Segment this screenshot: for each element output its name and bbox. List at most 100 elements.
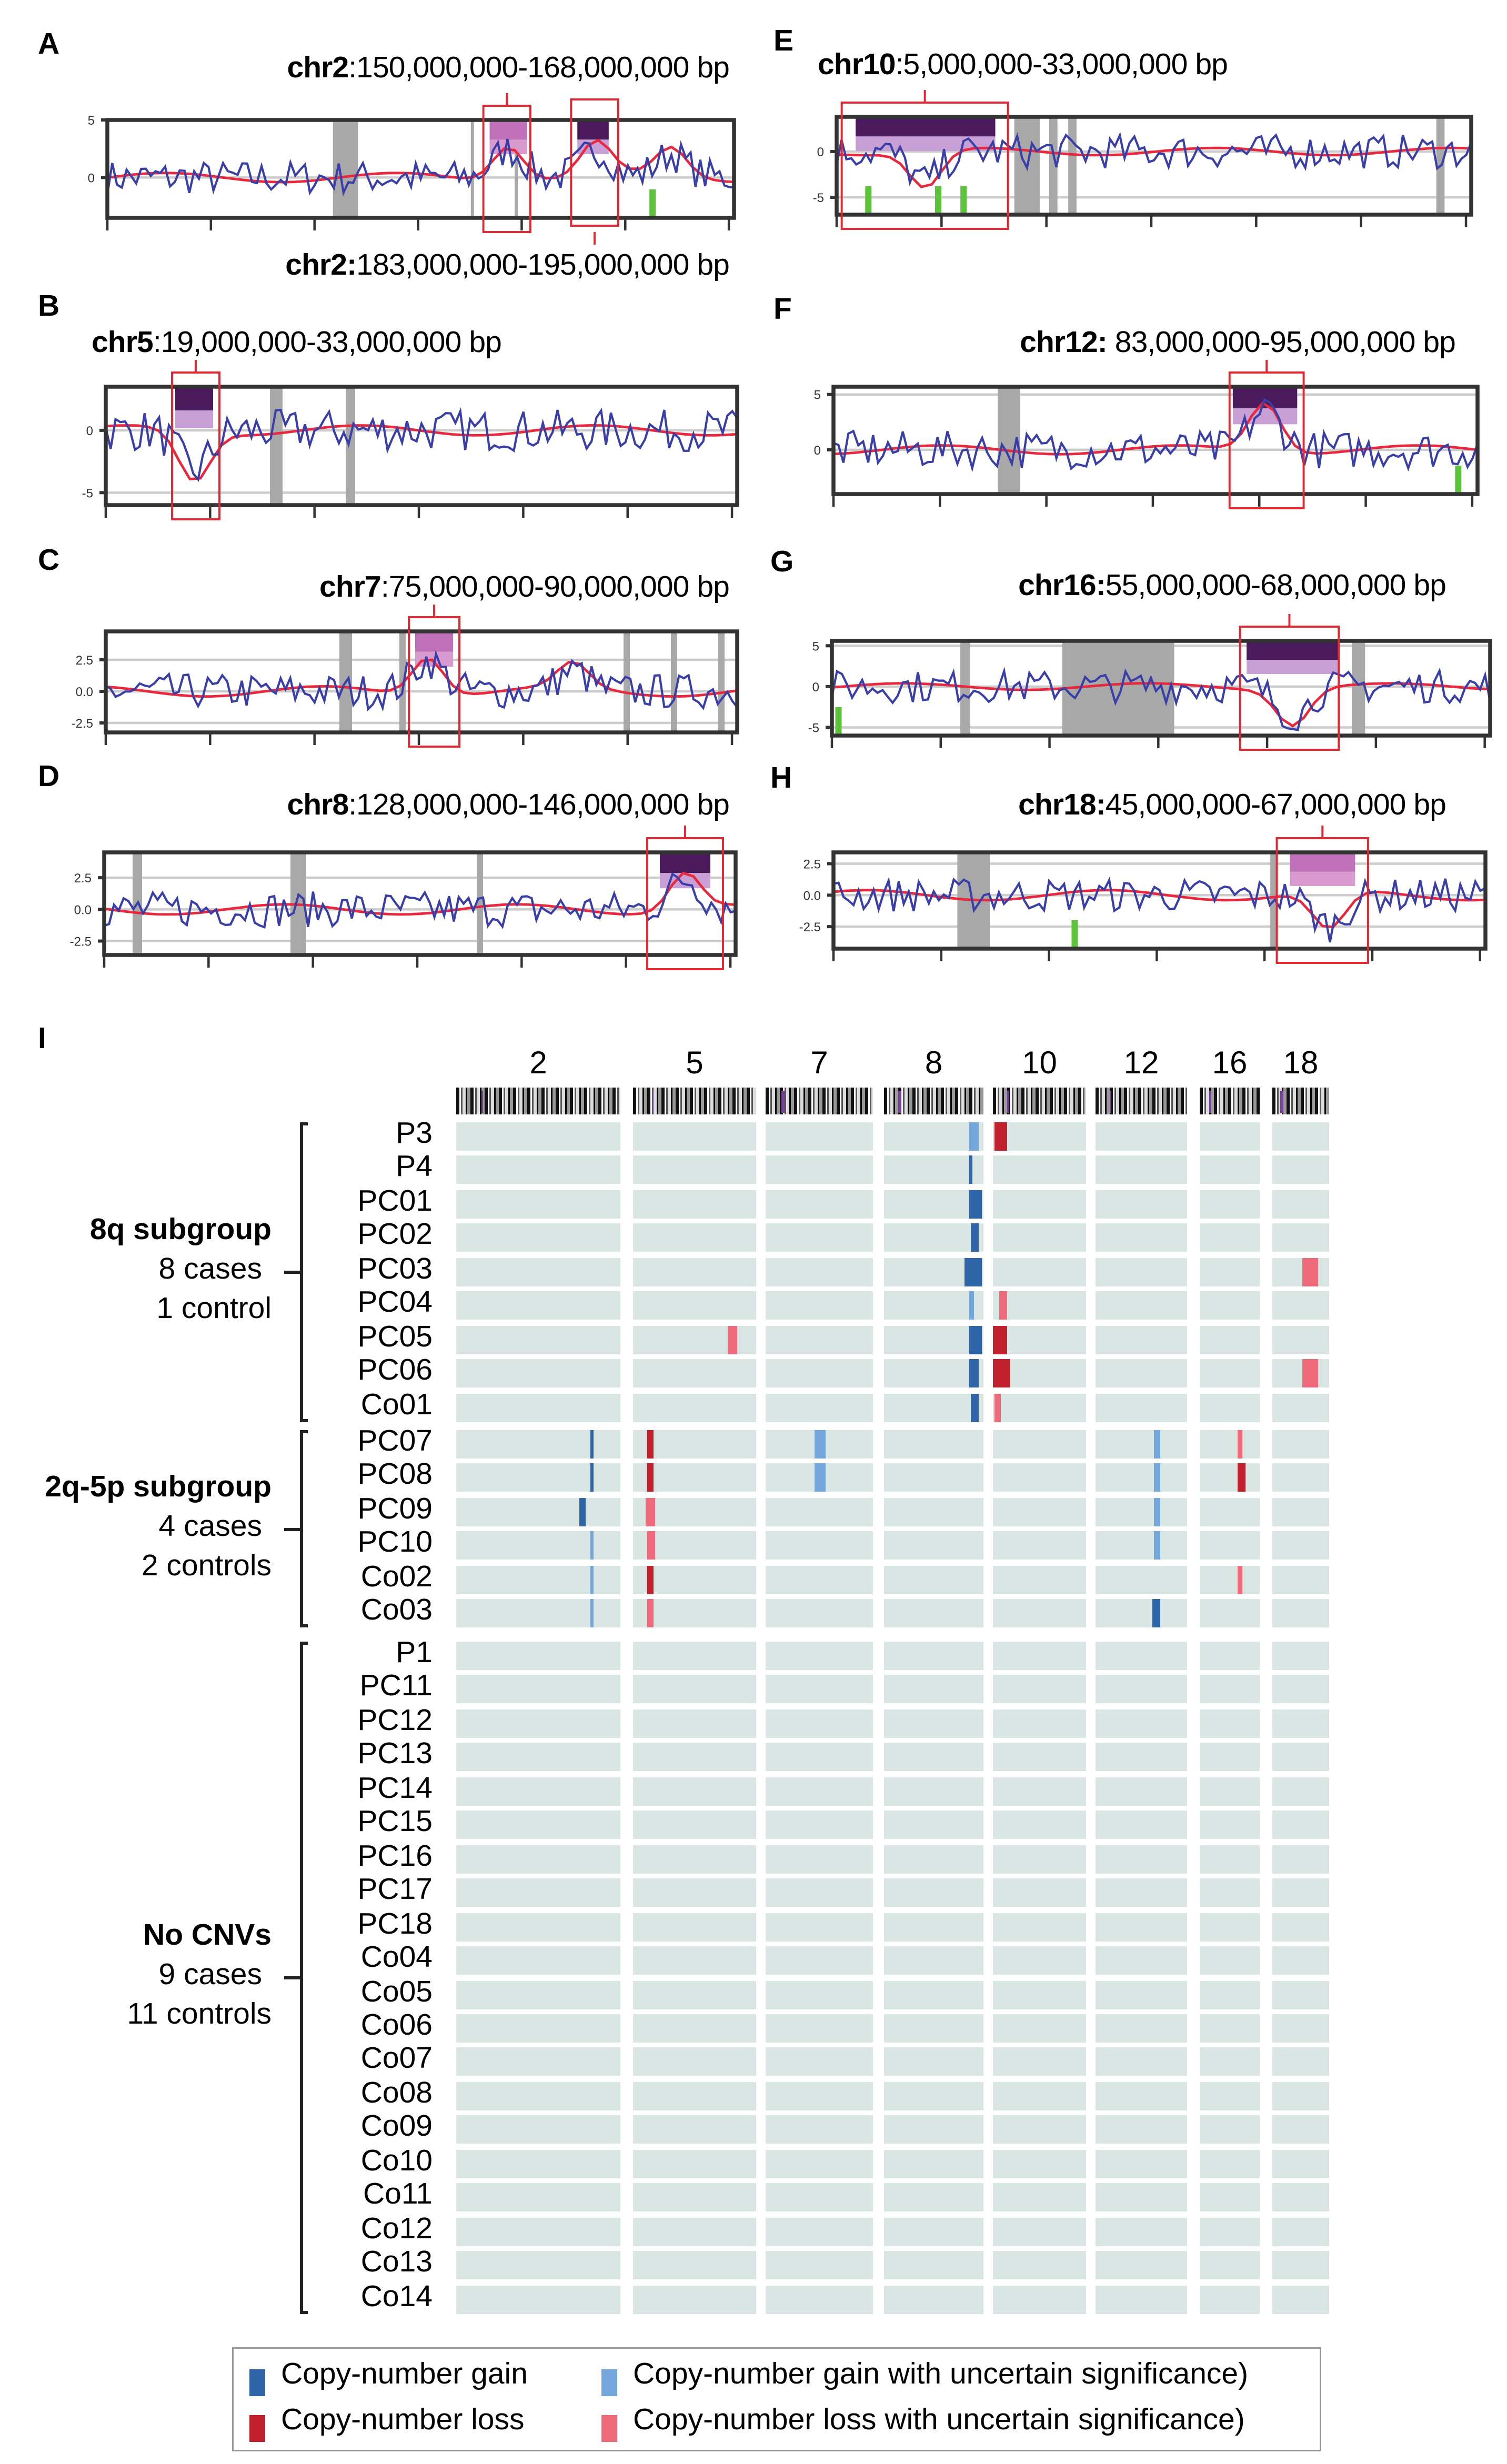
cnv-gain-mark xyxy=(579,1497,586,1526)
heatmap-cell xyxy=(766,1743,873,1772)
heatmap-cell xyxy=(1200,1777,1260,1806)
sample-label-PC15: PC15 xyxy=(357,1806,433,1839)
cnv-loss-mark xyxy=(646,1565,654,1594)
heatmap-cell xyxy=(633,2183,756,2212)
heatmap-cell xyxy=(633,1811,756,1839)
sample-label-Co10: Co10 xyxy=(360,2145,433,2178)
heatmap-cell xyxy=(1272,1565,1329,1594)
cnv-loss-mark xyxy=(646,1430,654,1459)
heatmap-cell xyxy=(1272,1912,1329,1941)
sample-label-PC02: PC02 xyxy=(357,1219,433,1253)
heatmap-cell xyxy=(1200,1224,1260,1253)
log-ratio-line xyxy=(833,876,1486,943)
cnv-loss-mark xyxy=(1237,1464,1245,1493)
cnv-gain-uncertain-mark xyxy=(590,1565,595,1594)
cnv-loss-mark xyxy=(993,1325,1008,1354)
heatmap-cell xyxy=(766,1599,873,1628)
sample-label-Co14: Co14 xyxy=(360,2280,433,2314)
heatmap-cell xyxy=(1200,1845,1260,1874)
log-ratio-line xyxy=(104,407,738,482)
sample-label-PC12: PC12 xyxy=(357,1704,433,1738)
centromere-mark xyxy=(1209,1091,1211,1113)
heatmap-cell xyxy=(884,1532,983,1561)
heatmap-cell xyxy=(456,1946,620,1975)
heatmap-cell xyxy=(456,1393,620,1422)
plot-frame xyxy=(831,385,1480,496)
heatmap-cell xyxy=(1096,1156,1187,1185)
chromosome-label-2: 2 xyxy=(529,1047,547,1081)
panel-D: 2.5 0.0 -2.5 xyxy=(70,826,738,970)
heatmap-cell xyxy=(1272,1122,1329,1151)
heatmap-cell xyxy=(1272,2251,1329,2280)
heatmap-cell xyxy=(1200,1565,1260,1594)
cnv-loss-uncertain-mark xyxy=(1237,1430,1242,1459)
green-mark xyxy=(649,189,656,218)
heatmap-cell xyxy=(993,1258,1086,1286)
heatmap-cell xyxy=(633,1845,756,1874)
heatmap-cell xyxy=(1096,1946,1187,1975)
sample-label-PC08: PC08 xyxy=(357,1459,433,1493)
heatmap-cell xyxy=(1096,1675,1187,1704)
heatmap-cell xyxy=(1096,2217,1187,2246)
heatmap-cell xyxy=(1272,1156,1329,1185)
heatmap-cell xyxy=(633,1325,756,1354)
log-ratio-line xyxy=(106,138,735,197)
heatmap-cell xyxy=(884,2081,983,2110)
heatmap-cell xyxy=(633,2217,756,2246)
cnv-gain-uncertain-mark xyxy=(969,1122,979,1151)
heatmap-cell xyxy=(993,2014,1086,2043)
heatmap-cell xyxy=(456,1291,620,1320)
title-range: 55,000,000-68,000,000 bp xyxy=(1105,570,1446,603)
heatmap-cell xyxy=(456,2115,620,2144)
heatmap-cell xyxy=(456,1532,620,1561)
group-bracket xyxy=(300,1642,308,2314)
heatmap-cell xyxy=(884,1497,983,1526)
heatmap-cell xyxy=(633,1946,756,1975)
heatmap-cell xyxy=(456,1642,620,1670)
heatmap-cell xyxy=(1096,1393,1187,1422)
legend-label-loss-uncertain: Copy-number loss with uncertain signific… xyxy=(633,2404,1245,2437)
sample-label-PC18: PC18 xyxy=(357,1907,433,1941)
heatmap-cell xyxy=(1096,1258,1187,1286)
cnv-gain-mark xyxy=(590,1430,595,1459)
heatmap-cell xyxy=(993,1743,1086,1772)
y-tick-label: 0 xyxy=(88,171,95,185)
sample-label-P1: P1 xyxy=(396,1637,433,1670)
ideogram-2 xyxy=(456,1088,620,1114)
heatmap-cell xyxy=(1096,1777,1187,1806)
heatmap-cell xyxy=(633,1777,756,1806)
heatmap-cell xyxy=(456,1743,620,1772)
panel-letter-G: G xyxy=(770,546,794,579)
title-range: 183,000,000-195,000,000 bp xyxy=(356,249,730,283)
cnv-gain-mark xyxy=(1152,1599,1161,1628)
title-chromosome: chr2: xyxy=(285,249,357,283)
title-range: 45,000,000-67,000,000 bp xyxy=(1105,789,1446,822)
cnv-gain-uncertain-mark xyxy=(590,1599,595,1628)
heatmap-cell xyxy=(1272,1709,1329,1738)
title-range: :150,000,000-168,000,000 bp xyxy=(348,52,730,85)
y-tick-label: 0 xyxy=(812,680,819,695)
heatmap-cell xyxy=(766,1642,873,1670)
plot-frame xyxy=(105,118,736,220)
cnv-gain-uncertain-mark xyxy=(1153,1497,1161,1526)
heatmap-cell xyxy=(633,1258,756,1286)
heatmap-cell xyxy=(1200,1946,1260,1975)
heatmap-cell xyxy=(456,1464,620,1493)
cnv-line-plots: 500-52.50.0-2.52.50.0-2.50-55050-52.50.0… xyxy=(70,90,1492,970)
segment-bar xyxy=(660,852,710,873)
green-mark xyxy=(960,186,967,215)
heatmap-cell xyxy=(456,1190,620,1219)
heatmap-cell xyxy=(993,1675,1086,1704)
heatmap-cell xyxy=(1096,1743,1187,1772)
heatmap-cell xyxy=(456,2285,620,2314)
heatmap-cell xyxy=(766,1190,873,1219)
chromosome-label-16: 16 xyxy=(1212,1047,1248,1081)
title-chromosome: chr7 xyxy=(319,571,381,605)
heatmap-cell xyxy=(1272,1464,1329,1493)
heatmap-cell xyxy=(766,1811,873,1839)
group-controls: 1 control xyxy=(156,1292,272,1326)
panel-title-F: chr12: 83,000,000-95,000,000 bp xyxy=(1020,327,1456,361)
heatmap-cell xyxy=(1096,2115,1187,2144)
panel-title-B: chr5:19,000,000-33,000,000 bp xyxy=(92,327,502,361)
sample-label-Co06: Co06 xyxy=(360,2009,433,2043)
